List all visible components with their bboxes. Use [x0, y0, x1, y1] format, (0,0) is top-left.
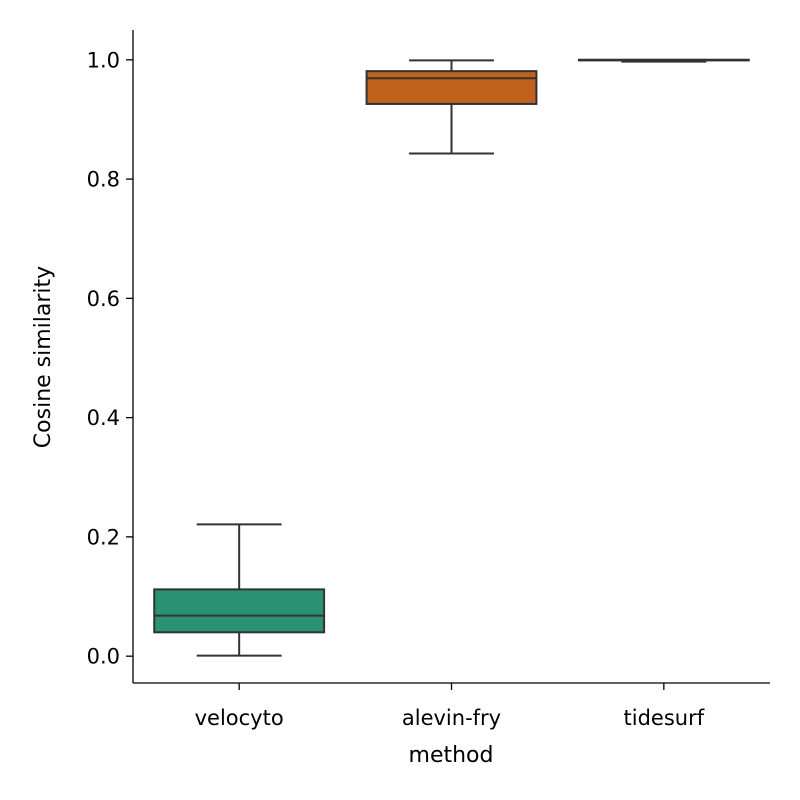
x-tick-label-alevin-fry: alevin-fry	[402, 706, 501, 730]
box-tidesurf	[577, 58, 750, 63]
y-tick-label: 0.2	[87, 525, 120, 549]
y-ticks-group: 0.0 0.2 0.4 0.6 0.8 1.0	[87, 48, 133, 669]
y-tick-label: 0.0	[87, 645, 120, 669]
y-tick-label: 0.6	[87, 287, 120, 311]
y-axis-label: Cosine similarity	[31, 266, 56, 448]
y-tick-label: 0.4	[87, 406, 120, 430]
x-tick-label-velocyto: velocyto	[195, 706, 284, 730]
x-axis-label: method	[409, 743, 494, 768]
boxes-group	[153, 58, 750, 657]
iqr-box	[153, 588, 326, 634]
x-tick-label-tidesurf: tidesurf	[624, 706, 705, 730]
box-velocyto	[153, 523, 326, 657]
iqr-box	[365, 70, 538, 105]
y-tick-label: 1.0	[87, 48, 120, 72]
box-alevin-fry	[365, 59, 538, 155]
x-ticks-group: velocyto alevin-fry tidesurf	[195, 683, 705, 730]
y-tick-label: 0.8	[87, 168, 120, 192]
